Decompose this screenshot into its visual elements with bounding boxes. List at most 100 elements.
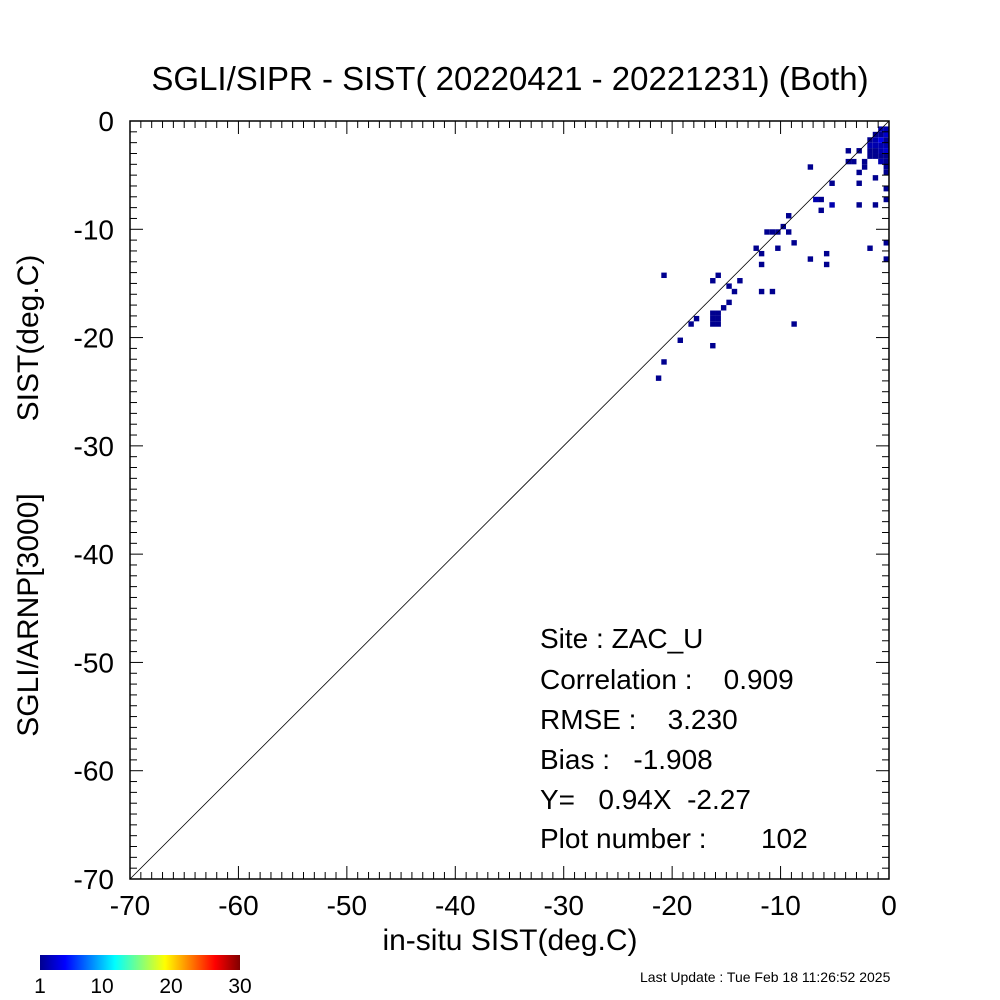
heatmap-cell bbox=[883, 240, 889, 246]
heatmap-cell bbox=[851, 158, 857, 165]
y-tick-label: -10 bbox=[74, 214, 114, 245]
heatmap-cell bbox=[872, 202, 879, 208]
heatmap-cell bbox=[829, 180, 835, 186]
axis-ticks bbox=[129, 120, 890, 880]
heatmap-cell bbox=[845, 148, 852, 154]
heatmap-cell bbox=[758, 250, 765, 257]
y-tick-label: -20 bbox=[74, 323, 114, 354]
heatmap-cell bbox=[661, 359, 667, 365]
stat-plot-number: Plot number : 102 bbox=[540, 823, 808, 854]
heatmap-cell bbox=[769, 229, 776, 235]
heatmap-cell bbox=[872, 153, 879, 159]
heatmap-cell bbox=[856, 202, 862, 208]
heatmap-cell bbox=[715, 272, 721, 279]
heatmap-cell bbox=[883, 131, 889, 138]
x-tick-label: -10 bbox=[760, 890, 800, 921]
heatmap-cell bbox=[710, 310, 716, 316]
y-tick-label: -40 bbox=[74, 539, 114, 570]
one-to-one-line bbox=[129, 120, 890, 880]
x-tick-labels: -70 -60 -50 -40 -30 -20 -10 0 bbox=[110, 890, 897, 921]
heatmap-cell bbox=[878, 131, 884, 138]
stat-bias: Bias : -1.908 bbox=[540, 744, 713, 775]
heatmap-cell bbox=[883, 169, 889, 176]
heatmap-cell bbox=[737, 278, 743, 284]
heatmap-cell bbox=[861, 158, 868, 165]
heatmap-cell bbox=[710, 342, 716, 349]
heatmap-cell bbox=[731, 288, 738, 295]
heatmap-cell bbox=[883, 142, 889, 149]
x-tick-label: 0 bbox=[881, 890, 897, 921]
heatmap-cell bbox=[791, 240, 797, 246]
heatmap-cell bbox=[872, 175, 879, 181]
heatmap-cell bbox=[823, 250, 830, 257]
x-tick-label: -30 bbox=[543, 890, 583, 921]
heatmap-cell bbox=[883, 185, 889, 192]
heatmap-cell bbox=[878, 153, 884, 159]
y-axis-label-part2: SIST(deg.C) bbox=[12, 255, 45, 422]
y-tick-label: 0 bbox=[98, 106, 114, 137]
x-tick-label: -60 bbox=[218, 890, 258, 921]
heatmap-cell bbox=[878, 142, 884, 149]
heatmap-cell bbox=[883, 158, 889, 165]
y-tick-labels: 0 -10 -20 -30 -40 -50 -60 -70 bbox=[74, 106, 114, 895]
heatmap-cell bbox=[883, 126, 889, 132]
heatmap-cell bbox=[867, 245, 873, 251]
heatmap-cell bbox=[829, 202, 835, 208]
heatmap-cells bbox=[655, 126, 889, 381]
heatmap-cell bbox=[715, 315, 721, 322]
heatmap-cell bbox=[661, 272, 667, 279]
colorbar-labels: 1 10 20 30 bbox=[34, 975, 252, 998]
colorbar bbox=[40, 955, 240, 970]
heatmap-cell bbox=[807, 256, 814, 262]
reference-line bbox=[129, 120, 890, 880]
colorbar-tick-label: 30 bbox=[228, 975, 251, 998]
heatmap-cell bbox=[818, 196, 824, 203]
heatmap-cell bbox=[693, 315, 700, 322]
heatmap-cell bbox=[867, 148, 873, 154]
heatmap-cell bbox=[710, 321, 716, 327]
heatmap-cell bbox=[883, 164, 889, 170]
heatmap-cell bbox=[872, 137, 879, 143]
heatmap-cell bbox=[710, 315, 716, 322]
heatmap-cell bbox=[883, 196, 889, 203]
chart-title: SGLI/SIPR - SIST( 20220421 - 20221231) (… bbox=[151, 60, 868, 97]
heatmap-cell bbox=[883, 153, 889, 159]
y-tick-label: -70 bbox=[74, 864, 114, 895]
heatmap-cell bbox=[655, 375, 662, 381]
y-tick-label: -60 bbox=[74, 756, 114, 787]
heatmap-cell bbox=[883, 148, 889, 154]
x-axis-label: in-situ SIST(deg.C) bbox=[382, 924, 637, 957]
heatmap-cell bbox=[872, 142, 879, 149]
heatmap-cell bbox=[867, 153, 873, 159]
stat-rmse: RMSE : 3.230 bbox=[540, 704, 738, 735]
heatmap-cell bbox=[758, 261, 765, 268]
heatmap-cell bbox=[715, 310, 721, 316]
heatmap-cell bbox=[720, 305, 727, 311]
heatmap-cell bbox=[715, 321, 721, 327]
stat-site: Site : ZAC_U bbox=[540, 623, 703, 654]
heatmap-cell bbox=[726, 283, 732, 289]
plot-frame bbox=[129, 120, 890, 880]
x-tick-label: -70 bbox=[110, 890, 150, 921]
heatmap-cell bbox=[823, 261, 830, 268]
stat-regression: Y= 0.94X -2.27 bbox=[540, 784, 751, 815]
colorbar-tick-label: 1 bbox=[34, 975, 46, 998]
heatmap-cell bbox=[807, 164, 814, 170]
heatmap-cell bbox=[883, 137, 889, 143]
y-axis-label-part1: SGLI/ARNP[3000] bbox=[12, 493, 45, 736]
heatmap-cell bbox=[878, 148, 884, 154]
heatmap-cell bbox=[758, 288, 765, 295]
stat-correlation: Correlation : 0.909 bbox=[540, 664, 794, 695]
stats-box: Site : ZAC_U Correlation : 0.909 RMSE : … bbox=[540, 623, 808, 854]
heatmap-cell bbox=[856, 180, 862, 186]
x-tick-label: -40 bbox=[435, 890, 475, 921]
heatmap-cell bbox=[878, 137, 884, 143]
y-tick-label: -30 bbox=[74, 431, 114, 462]
x-tick-label: -20 bbox=[652, 890, 692, 921]
heatmap-cell bbox=[688, 321, 694, 327]
heatmap-cell bbox=[813, 196, 819, 203]
y-tick-label: -50 bbox=[74, 647, 114, 678]
heatmap-cell bbox=[775, 245, 781, 251]
heatmap-cell bbox=[856, 169, 862, 176]
heatmap-cell bbox=[818, 207, 824, 214]
